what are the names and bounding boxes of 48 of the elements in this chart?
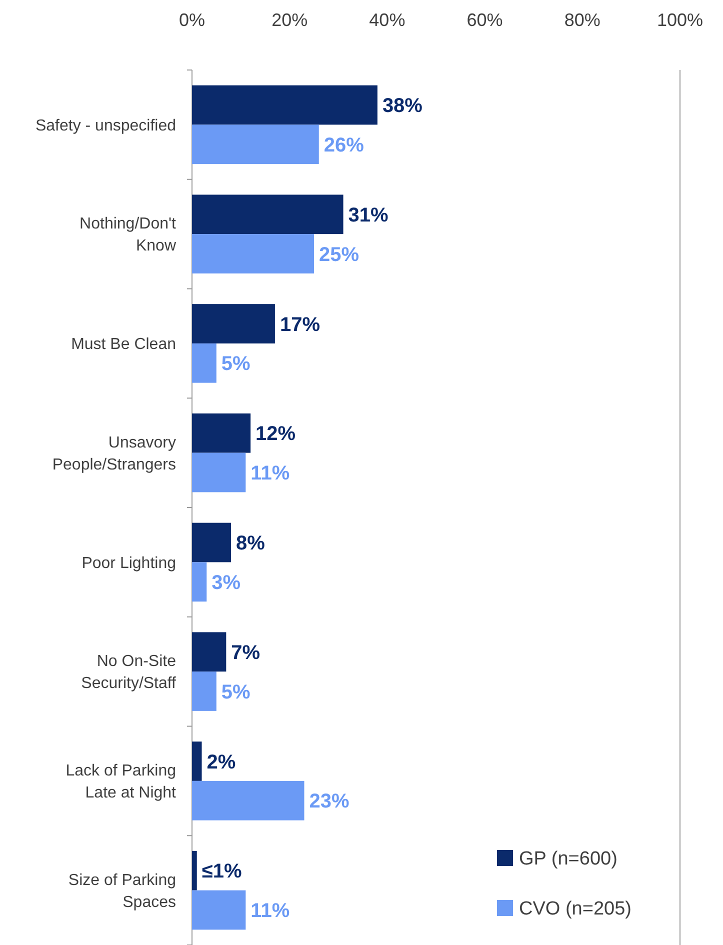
- y-tick-label: Safety - unspecified: [35, 117, 176, 134]
- x-tick-label: 0%: [178, 10, 206, 30]
- bar: [192, 562, 207, 602]
- bar: [192, 850, 197, 890]
- y-tick-label: Size of Parking Spaces: [68, 872, 176, 911]
- bar: [192, 632, 226, 672]
- x-tick-label: 80%: [564, 10, 600, 30]
- bar: [192, 304, 275, 344]
- x-tick-label: 20%: [272, 10, 308, 30]
- data-label: 26%: [324, 134, 364, 156]
- y-tick-label: Unsavory People/Strangers: [52, 434, 176, 474]
- data-label: 17%: [280, 314, 320, 336]
- bar: [192, 413, 251, 453]
- bar: [192, 343, 216, 383]
- x-tick-label: 100%: [656, 10, 704, 30]
- bar: [192, 780, 304, 820]
- data-label: 11%: [250, 462, 290, 484]
- bar: [192, 452, 246, 492]
- legend-label: CVO (n=205): [519, 898, 632, 920]
- data-label: 5%: [221, 353, 251, 376]
- data-label: 8%: [236, 532, 266, 554]
- data-label: 2%: [206, 751, 236, 774]
- data-label: 23%: [309, 790, 350, 813]
- bar: [192, 672, 216, 711]
- bar: [192, 522, 232, 562]
- bar: [192, 234, 314, 274]
- x-tick-label: 40%: [369, 10, 406, 30]
- data-label: 25%: [319, 244, 360, 266]
- data-label: 31%: [348, 204, 389, 226]
- x-tick-label: 60%: [466, 10, 503, 30]
- y-tick-label: No On-Site Security/Staff: [81, 653, 177, 692]
- data-label: 11%: [250, 900, 290, 922]
- y-tick-label: Lack of Parking Late at Night: [66, 762, 177, 802]
- data-label: 38%: [382, 95, 423, 117]
- bar: [192, 742, 202, 781]
- y-tick-label: Poor Lighting: [82, 554, 176, 572]
- bar: [192, 890, 246, 930]
- bar: [192, 194, 344, 234]
- bar: [192, 124, 319, 164]
- y-tick-label: Must Be Clean: [71, 336, 176, 354]
- data-label: 12%: [256, 423, 296, 446]
- data-label: 5%: [221, 681, 251, 704]
- data-label: 3%: [212, 572, 241, 594]
- legend-label: GP (n=600): [519, 848, 618, 870]
- data-label: ≤1%: [202, 860, 242, 883]
- y-tick-label: Nothing/Don't Know: [80, 216, 177, 255]
- bar: [192, 85, 378, 125]
- data-label: 7%: [231, 642, 260, 664]
